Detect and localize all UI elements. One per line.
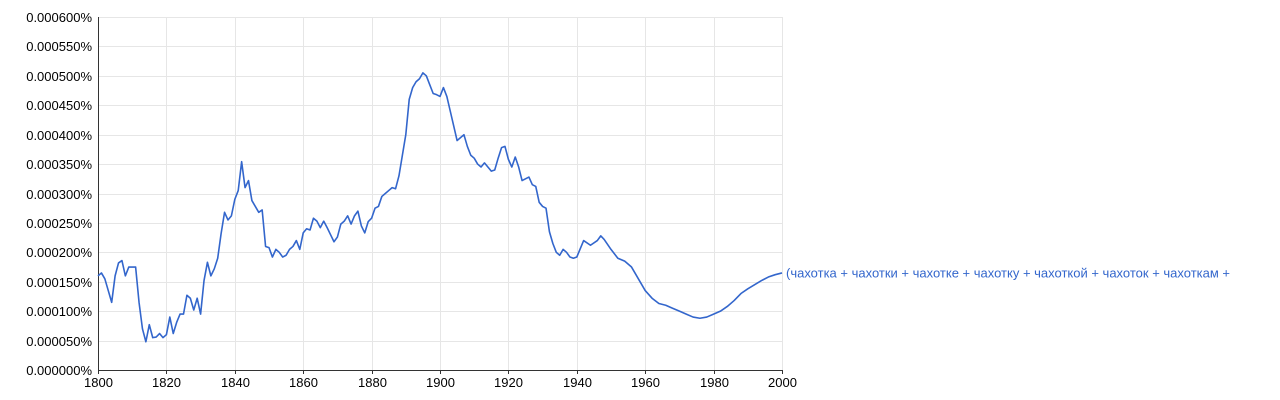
x-tick-label: 1840 <box>221 375 250 390</box>
y-tick-label: 0.000200% <box>26 245 92 260</box>
y-tick-label: 0.000300% <box>26 187 92 202</box>
x-tick-label: 1800 <box>84 375 113 390</box>
y-tick-label: 0.000150% <box>26 275 92 290</box>
x-tick-label: 2000 <box>768 375 797 390</box>
y-tick-label: 0.000250% <box>26 216 92 231</box>
x-tick-label: 1960 <box>631 375 660 390</box>
y-tick-label: 0.000450% <box>26 98 92 113</box>
y-tick-label: 0.000550% <box>26 39 92 54</box>
gridlines <box>98 17 783 370</box>
y-tick-label: 0.000600% <box>26 10 92 25</box>
series-layer: (чахотка + чахотки + чахотке + чахотку +… <box>97 72 1230 343</box>
x-tick-label: 1920 <box>494 375 523 390</box>
x-tick-labels: 1800 1820 1840 1860 1880 1900 1920 1940 1960 1980… <box>84 375 797 390</box>
y-tick-label: 0.000400% <box>26 128 92 143</box>
y-tick-label: 0.000500% <box>26 69 92 84</box>
series-label[interactable]: (чахотка + чахотки + чахотке + чахотку +… <box>786 265 1230 280</box>
axes <box>98 17 783 374</box>
x-tick-label: 1860 <box>289 375 318 390</box>
y-tick-label: 0.000350% <box>26 157 92 172</box>
y-tick-label: 0.000100% <box>26 304 92 319</box>
x-tick-label: 1880 <box>358 375 387 390</box>
y-tick-label: 0.000050% <box>26 334 92 349</box>
y-tick-label: 0.000000% <box>26 363 92 378</box>
y-tick-labels: 0.000000% 0.000050% 0.000100% 0.000150% 0.00… <box>26 10 92 378</box>
x-tick-label: 1980 <box>700 375 729 390</box>
x-tick-label: 1940 <box>563 375 592 390</box>
x-tick-label: 1900 <box>426 375 455 390</box>
x-tick-label: 1820 <box>152 375 181 390</box>
series-line[interactable] <box>97 72 783 343</box>
